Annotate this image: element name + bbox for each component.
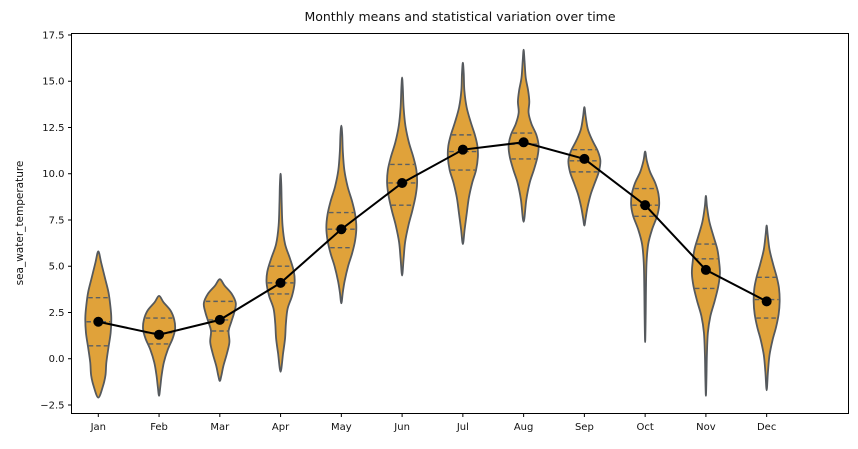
violin-mar	[202, 278, 237, 382]
violin-oct	[630, 150, 661, 343]
mean-point-sep	[579, 153, 590, 164]
mean-point-dec	[761, 296, 772, 307]
axes-layer: −2.5 0.0 2.5 5.0 7.5 10.0 12.5 15.0 17.5 Jan Feb Ma…	[40, 30, 849, 433]
x-tick-label-sep: Sep	[575, 422, 594, 433]
violin-sep	[567, 106, 602, 227]
x-tick-label-may: May	[331, 422, 352, 433]
y-tick-label: 7.5	[49, 215, 65, 226]
mean-point-jun	[397, 177, 408, 188]
mean-point-mar	[214, 314, 225, 325]
quartile-lines-layer	[86, 132, 779, 347]
y-tick-label: 12.5	[42, 123, 64, 134]
x-tick-label-nov: Nov	[696, 422, 716, 433]
x-tick-label-jun: Jun	[393, 422, 410, 433]
x-tick-label-jan: Jan	[90, 422, 106, 433]
x-tick-label-jul: Jul	[456, 422, 469, 433]
x-tick-label-dec: Dec	[757, 422, 776, 433]
y-tick-label: 17.5	[42, 30, 64, 41]
x-tick-label-feb: Feb	[150, 422, 168, 433]
violin-aug	[507, 48, 540, 223]
mean-line	[98, 141, 768, 336]
mean-point-may	[336, 224, 347, 235]
x-tick-label-mar: Mar	[210, 422, 230, 433]
y-tick-label: 5.0	[49, 262, 65, 273]
chart-title: Monthly means and statistical variation …	[304, 9, 616, 24]
mean-line-layer	[93, 137, 772, 340]
y-tick-label: 10.0	[42, 169, 64, 180]
y-tick-label: −2.5	[40, 400, 64, 411]
x-tick-label-apr: Apr	[272, 422, 290, 433]
violin-feb	[142, 294, 177, 397]
violin-apr	[265, 172, 296, 373]
violin-jun	[386, 76, 419, 277]
y-axis-label: sea_water_temperature	[14, 160, 26, 286]
mean-point-feb	[154, 329, 165, 340]
violins-layer	[84, 48, 781, 399]
y-tick-label: 0.0	[49, 354, 65, 365]
violin-dec	[752, 224, 781, 392]
y-tick-label: 15.0	[42, 77, 64, 88]
mean-point-nov	[700, 264, 711, 275]
mean-point-jan	[93, 316, 104, 327]
mean-point-oct	[640, 200, 651, 211]
violin-may	[325, 124, 358, 305]
mean-point-apr	[275, 277, 286, 288]
x-tick-label-oct: Oct	[636, 422, 653, 433]
x-tick-label-aug: Aug	[514, 422, 534, 433]
mean-point-aug	[518, 137, 529, 148]
y-tick-label: 2.5	[49, 308, 65, 319]
plot-frame	[71, 33, 849, 414]
violin-nov	[690, 195, 721, 397]
mean-point-jul	[457, 144, 468, 155]
